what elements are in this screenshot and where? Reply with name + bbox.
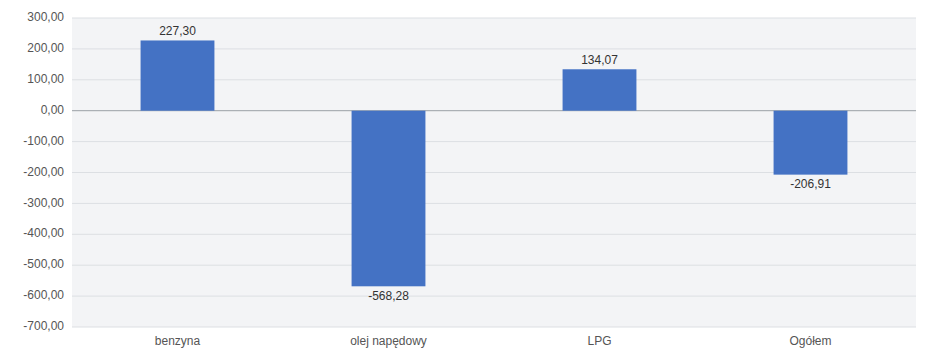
bar bbox=[141, 40, 215, 110]
category-label: olej napędowy bbox=[350, 334, 427, 348]
y-tick-label: -400,00 bbox=[23, 226, 64, 240]
y-tick-label: 100,00 bbox=[27, 72, 64, 86]
chart: -700,00 -600,00 -500,00 -400,00 -300,00 -200,… bbox=[0, 0, 936, 361]
grid-line bbox=[72, 265, 916, 266]
data-label: -568,28 bbox=[368, 289, 409, 303]
grid-line bbox=[72, 203, 916, 204]
y-tick-label: -500,00 bbox=[23, 257, 64, 271]
grid-line bbox=[72, 296, 916, 297]
data-labels: 227,30 -568,28 134,07 -206,91 bbox=[159, 24, 831, 303]
category-label: Ogółem bbox=[789, 334, 831, 348]
grid-line bbox=[72, 234, 916, 235]
y-tick-label: 0,00 bbox=[41, 103, 65, 117]
category-label: LPG bbox=[587, 334, 611, 348]
y-tick-label: -700,00 bbox=[23, 319, 64, 333]
bars bbox=[141, 40, 848, 286]
y-axis: -700,00 -600,00 -500,00 -400,00 -300,00 -200,… bbox=[23, 10, 64, 333]
y-tick-label: 200,00 bbox=[27, 41, 64, 55]
data-label: -206,91 bbox=[790, 177, 831, 191]
y-tick-label: -100,00 bbox=[23, 134, 64, 148]
grid bbox=[72, 18, 916, 327]
category-label: benzyna bbox=[155, 334, 201, 348]
data-label: 134,07 bbox=[581, 53, 618, 67]
bar bbox=[352, 111, 426, 287]
y-tick-label: 300,00 bbox=[27, 10, 64, 24]
grid-line bbox=[72, 18, 916, 19]
y-tick-label: -300,00 bbox=[23, 196, 64, 210]
bar bbox=[563, 69, 637, 110]
y-tick-label: -200,00 bbox=[23, 165, 64, 179]
y-tick-label: -600,00 bbox=[23, 288, 64, 302]
plot-background bbox=[72, 18, 916, 327]
data-label: 227,30 bbox=[159, 24, 196, 38]
x-axis: benzyna olej napędowy LPG Ogółem bbox=[155, 334, 832, 348]
bar bbox=[774, 111, 848, 175]
grid-line bbox=[72, 327, 916, 328]
